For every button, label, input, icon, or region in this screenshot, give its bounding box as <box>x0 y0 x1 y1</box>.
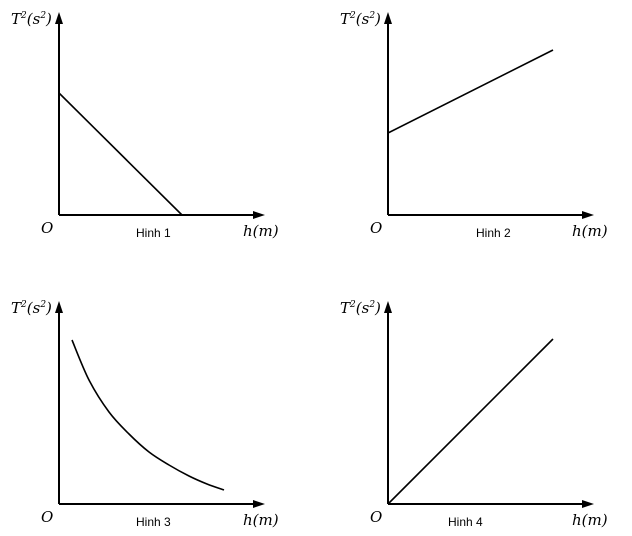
figure-caption: Hinh 1 <box>136 226 171 240</box>
series-line <box>387 49 554 134</box>
x-axis-label: h(m) <box>243 511 279 529</box>
figure-caption: Hinh 3 <box>136 515 171 529</box>
chart-panel-4: T2(s2) O h(m) Hinh 4 <box>340 299 608 529</box>
origin-label: O <box>41 508 53 526</box>
series-line <box>387 338 554 505</box>
series-line <box>71 339 225 491</box>
y-axis-arrow <box>384 12 392 24</box>
y-axis-arrow <box>55 12 63 24</box>
y-axis-label: T2(s2) <box>11 299 52 317</box>
origin-label: O <box>370 508 382 526</box>
figure-caption: Hinh 2 <box>476 226 511 240</box>
y-axis-label: T2(s2) <box>340 10 381 28</box>
origin-label: O <box>41 219 53 237</box>
origin-label: O <box>370 219 382 237</box>
y-axis-arrow <box>384 301 392 313</box>
y-axis-label: T2(s2) <box>11 10 52 28</box>
chart-panel-1: T2(s2) O h(m) Hinh 1 <box>11 10 279 240</box>
chart-panel-3: T2(s2) O h(m) Hinh 3 <box>11 299 279 529</box>
x-axis-label: h(m) <box>572 222 608 240</box>
x-axis-arrow <box>582 211 594 219</box>
x-axis-label: h(m) <box>243 222 279 240</box>
y-axis-arrow <box>55 301 63 313</box>
series-line <box>58 92 183 216</box>
y-axis-label: T2(s2) <box>340 299 381 317</box>
x-axis-arrow <box>253 211 265 219</box>
figure-caption: Hinh 4 <box>448 515 483 529</box>
x-axis-arrow <box>253 500 265 508</box>
chart-panel-2: T2(s2) O h(m) Hinh 2 <box>340 10 608 240</box>
x-axis-label: h(m) <box>572 511 608 529</box>
x-axis-arrow <box>582 500 594 508</box>
